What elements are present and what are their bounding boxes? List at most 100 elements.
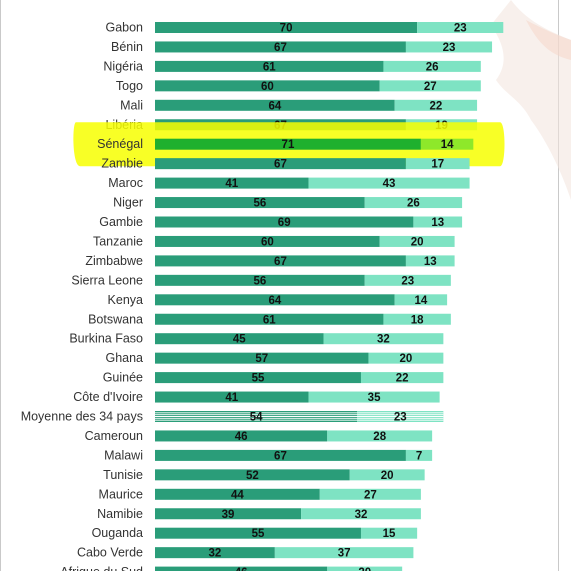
bar-segment-2 — [379, 80, 481, 92]
bar-segment-2 — [383, 313, 451, 325]
value-label-series-2: 26 — [426, 61, 439, 73]
category-label: Ouganda — [92, 526, 143, 540]
bar-segment-2 — [405, 41, 493, 53]
bar-segment-2 — [420, 138, 474, 150]
category-label: Ghana — [105, 351, 143, 365]
value-label-series-2: 37 — [338, 548, 351, 560]
value-label-series-1: 70 — [280, 23, 293, 35]
category-label: Sénégal — [97, 137, 143, 151]
bar-segment-1 — [155, 158, 406, 170]
category-label: Namibie — [97, 507, 143, 521]
value-label-series-1: 55 — [252, 373, 265, 385]
value-label-series-1: 46 — [235, 431, 248, 443]
value-label-series-1: 44 — [231, 489, 244, 501]
bar-segment-2 — [394, 99, 478, 111]
bar-segment-1 — [155, 391, 309, 403]
bar-segment-1 — [155, 216, 414, 228]
category-label: Moyenne des 34 pays — [21, 410, 143, 424]
bar-segment-1 — [155, 22, 418, 33]
category-label: Maroc — [108, 176, 143, 190]
value-label-series-1: 55 — [252, 528, 265, 540]
value-label-series-1: 41 — [225, 392, 238, 404]
bar-segment-1 — [155, 255, 406, 267]
category-label: Malawi — [104, 448, 143, 462]
category-label: Sierra Leone — [71, 273, 143, 287]
category-label: Togo — [116, 79, 143, 93]
bar-segment-2 — [405, 449, 433, 461]
value-label-series-1: 32 — [209, 548, 222, 560]
value-label-series-1: 67 — [274, 159, 287, 171]
value-label-series-2: 22 — [429, 100, 442, 112]
value-label-series-1: 67 — [274, 256, 287, 268]
bar-segment-1 — [155, 274, 365, 286]
bar-segment-2 — [413, 216, 463, 228]
value-label-series-2: 20 — [381, 470, 394, 482]
value-label-series-1: 52 — [246, 470, 259, 482]
bar-segment-1 — [155, 430, 328, 442]
value-label-series-1: 56 — [253, 275, 266, 287]
category-label: Botswana — [88, 312, 143, 326]
bar-segment-1 — [155, 80, 380, 92]
value-label-series-1: 64 — [268, 295, 281, 307]
value-label-series-2: 26 — [407, 198, 420, 210]
value-label-series-1: 67 — [274, 42, 287, 54]
category-label: Mali — [120, 98, 143, 112]
bar-segment-2 — [383, 60, 481, 72]
value-label-series-1: 54 — [250, 412, 263, 424]
bar-segment-2 — [405, 158, 470, 170]
bar-segment-2 — [360, 527, 418, 539]
bar-segment-1 — [155, 41, 406, 53]
value-label-series-2: 23 — [454, 23, 467, 35]
category-label: Guinée — [103, 371, 143, 385]
category-label: Afrique du Sud — [60, 565, 143, 571]
category-label: Burkina Faso — [69, 332, 143, 346]
bar-segment-1 — [155, 352, 369, 364]
value-label-series-2: 27 — [364, 489, 377, 501]
value-label-series-1: 69 — [278, 217, 291, 229]
bar-segment-2 — [417, 22, 504, 33]
bar-segment-2 — [364, 274, 451, 286]
value-label-series-1: 61 — [263, 314, 276, 326]
bar-segment-1 — [155, 99, 395, 111]
value-label-series-2: 15 — [383, 528, 396, 540]
value-label-series-2: 32 — [377, 334, 390, 346]
bar-segment-2 — [308, 391, 440, 403]
value-label-series-1: 56 — [253, 198, 266, 210]
category-label: Zambie — [101, 157, 143, 171]
bar-segment-1 — [155, 313, 384, 325]
value-label-series-2: 14 — [441, 139, 454, 151]
bar-segment-2 — [364, 197, 463, 209]
category-label: Maurice — [99, 487, 144, 501]
value-label-series-2: 35 — [368, 392, 381, 404]
category-label: Tunisie — [103, 468, 143, 482]
value-label-series-1: 57 — [255, 353, 268, 365]
value-label-series-2: 13 — [431, 217, 444, 229]
value-label-series-1: 46 — [235, 567, 248, 571]
category-label: Zimbabwe — [85, 254, 143, 268]
value-label-series-1: 39 — [222, 509, 235, 521]
value-label-series-2: 20 — [358, 567, 371, 571]
bar-segment-1 — [155, 508, 302, 520]
category-label: Kenya — [108, 293, 143, 307]
bar-segment-2 — [405, 255, 455, 267]
value-label-series-2: 18 — [411, 314, 424, 326]
bar-segment-1 — [155, 372, 361, 384]
category-label: Côte d'Ivoire — [73, 390, 143, 404]
bar-segment-2 — [360, 372, 444, 384]
bar-segment-1 — [155, 138, 421, 150]
bar-segment-1 — [155, 60, 384, 72]
value-label-series-2: 28 — [373, 431, 386, 443]
value-label-series-1: 41 — [225, 178, 238, 190]
bar-segment-1 — [155, 469, 350, 481]
value-label-series-1: 45 — [233, 334, 246, 346]
value-label-series-2: 23 — [443, 42, 456, 54]
bar-segment-2 — [319, 488, 421, 500]
value-label-series-2: 13 — [424, 256, 437, 268]
value-label-series-2: 27 — [424, 81, 437, 93]
value-label-series-2: 20 — [411, 236, 424, 248]
value-label-series-2: 7 — [416, 450, 422, 462]
bar-segment-1 — [155, 235, 380, 247]
bar-segment-1 — [155, 566, 328, 571]
